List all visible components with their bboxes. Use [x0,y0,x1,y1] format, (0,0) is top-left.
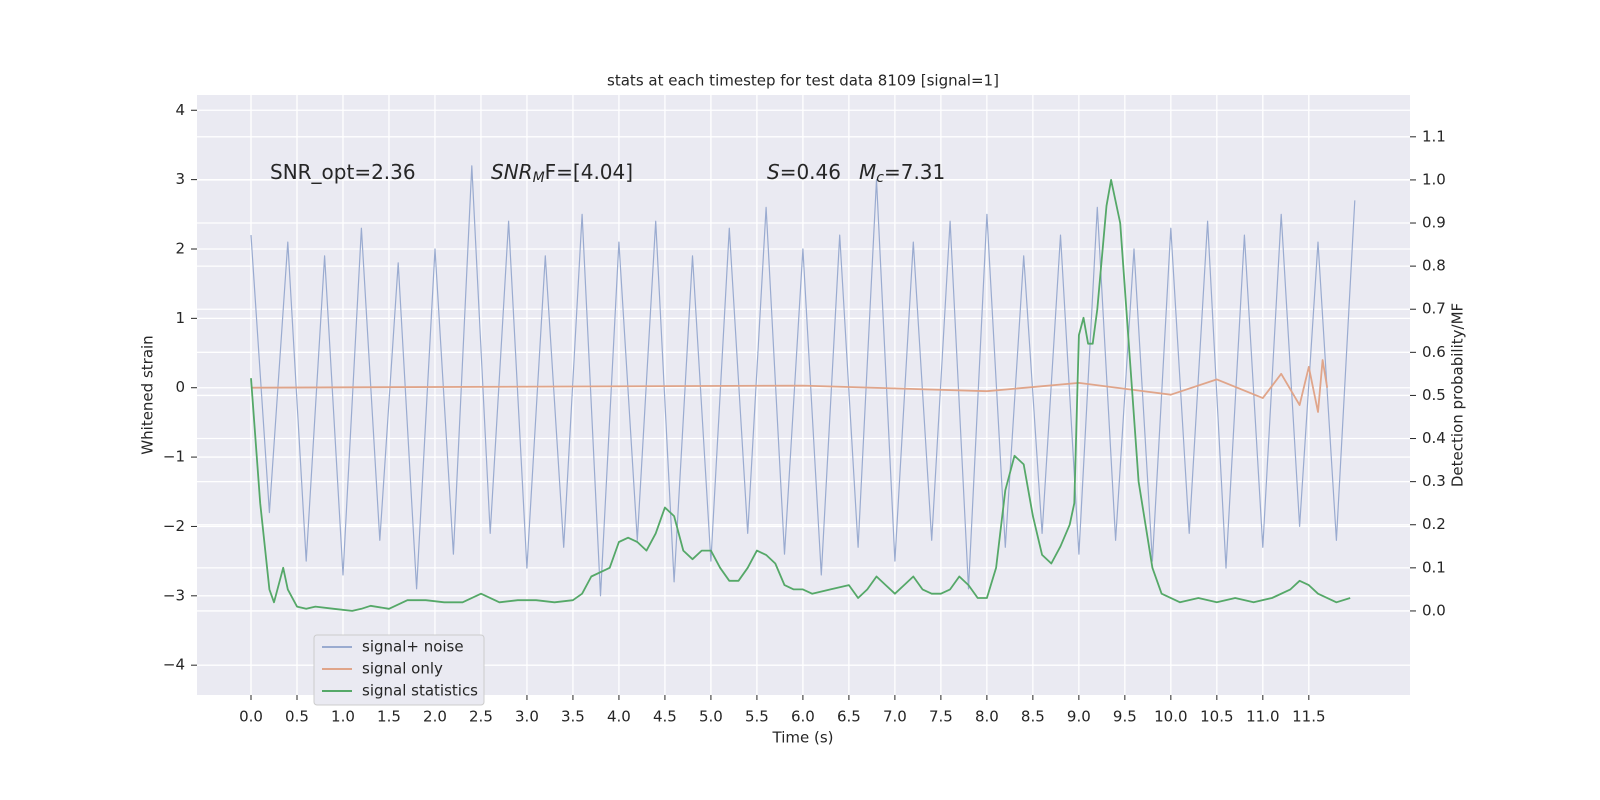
y2-tick-label: 0.3 [1422,472,1446,490]
x-tick-label: 3.5 [561,708,585,726]
series-line [250,165,1356,597]
legend-label: signal statistics [362,682,478,700]
x-tick-label: 2.5 [469,708,493,726]
x-tick-label: 1.5 [377,708,401,726]
x-tick-label: 8.5 [1021,708,1045,726]
y2-tick-label: 1.1 [1422,127,1446,145]
x-tick-label: 9.0 [1067,708,1091,726]
x-tick-label: 4.5 [653,708,677,726]
x-tick-label: 1.0 [331,708,355,726]
y2-tick-label: 0.0 [1422,601,1446,619]
x-tick-label: 8.0 [975,708,999,726]
x-tick-label: 0.0 [239,708,263,726]
series-line [250,179,1351,612]
annotation-math: M [859,160,876,184]
y-axis-label: Whitened strain [139,335,157,454]
annotation-text: SNR_opt=2.36 [270,160,416,184]
chart-title: stats at each timestep for test data 810… [607,72,999,90]
x-tick-label: 5.5 [745,708,769,726]
legend-label: signal only [362,660,443,678]
y2-tick-label: 0.7 [1422,300,1446,318]
y-tick-label: −1 [163,448,185,466]
x-tick-label: 11.0 [1246,708,1279,726]
y2-tick-label: 0.8 [1422,257,1446,275]
annotation: S=0.46 [767,160,841,184]
annotation: SNR_opt=2.36 [270,160,416,184]
x-tick-label: 6.0 [791,708,815,726]
y2-tick-label: 1.0 [1422,170,1446,188]
legend-label: signal+ noise [362,638,464,656]
x-tick-label: 9.5 [1113,708,1137,726]
y-tick-label: 2 [175,239,185,257]
annotation-sub: M [533,170,545,186]
annotation: SNRMF=[4.04] [491,160,633,187]
x-tick-label: 3.0 [515,708,539,726]
y2-tick-label: 0.6 [1422,343,1446,361]
x-axis-label: Time (s) [772,729,834,747]
annotation-rest: =0.46 [780,160,841,184]
annotation-math: SNR [491,160,533,184]
x-tick-label: 0.5 [285,708,309,726]
y-tick-label: −2 [163,517,185,535]
y-tick-label: 1 [175,309,185,327]
annotation-math: S [767,160,780,184]
annotation: Mc=7.31 [859,160,945,187]
annotation-rest: F=[4.04] [545,160,633,184]
series-line [250,359,1329,413]
y-tick-label: −4 [163,656,185,674]
x-tick-label: 7.0 [883,708,907,726]
x-tick-label: 7.5 [929,708,953,726]
annotation-rest: =7.31 [884,160,945,184]
y-tick-label: 3 [175,170,185,188]
x-tick-label: 4.0 [607,708,631,726]
y2-axis-label: Detection probability/MF [1449,303,1467,487]
x-tick-label: 11.5 [1292,708,1325,726]
annotation-sub: c [876,170,884,186]
x-tick-label: 2.0 [423,708,447,726]
x-tick-label: 6.5 [837,708,861,726]
y2-tick-label: 0.2 [1422,515,1446,533]
legend-box [313,634,485,706]
x-tick-label: 5.0 [699,708,723,726]
y-tick-label: 0 [175,378,185,396]
y-tick-label: 4 [175,101,185,119]
x-tick-label: 10.0 [1154,708,1187,726]
x-tick-label: 10.5 [1200,708,1233,726]
y2-tick-label: 0.1 [1422,558,1446,576]
y-tick-label: −3 [163,586,185,604]
y2-tick-label: 0.5 [1422,386,1446,404]
y2-tick-label: 0.4 [1422,429,1446,447]
y2-tick-label: 0.9 [1422,214,1446,232]
